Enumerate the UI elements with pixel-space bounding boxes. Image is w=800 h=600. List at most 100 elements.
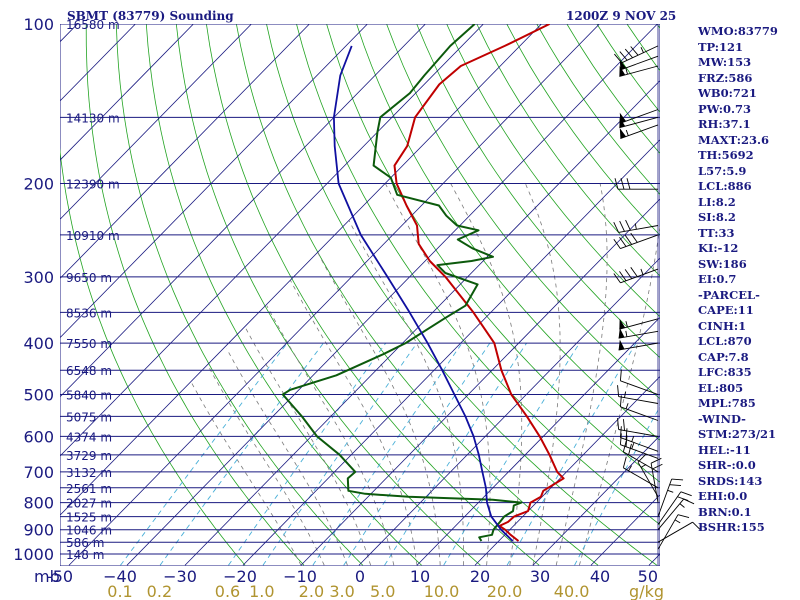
wind-barb xyxy=(619,426,659,452)
isotherm xyxy=(300,198,660,566)
dry-adiabat xyxy=(356,24,660,441)
wind-barb xyxy=(614,45,659,64)
wind-barb xyxy=(619,318,659,330)
stat-item: EI:0.7 xyxy=(698,272,737,286)
mixing-ratio-label: 0.6 xyxy=(215,582,240,600)
stat-item: CAPE:11 xyxy=(698,303,754,317)
dry-adiabat xyxy=(416,24,660,359)
isotherm xyxy=(60,24,542,516)
stat-item: TP:121 xyxy=(698,39,744,54)
isotherm xyxy=(184,79,660,566)
stat-item: L57:5.9 xyxy=(698,163,747,178)
wind-barb xyxy=(622,456,659,489)
stat-item: SRDS:143 xyxy=(698,473,763,488)
height-label: 148 m xyxy=(66,548,104,562)
temperature-tick-label: 20 xyxy=(470,567,490,586)
isotherm xyxy=(358,257,660,566)
moist-adiabat xyxy=(226,348,348,566)
mixing-ratio-label: 5.0 xyxy=(370,582,395,600)
temperature-tick-label: 40 xyxy=(590,567,610,586)
height-label: 7550 m xyxy=(66,337,112,351)
mixing-ratio-label: 40.0 xyxy=(554,582,590,600)
dry-adiabat xyxy=(145,24,422,566)
wind-barbs xyxy=(613,24,702,566)
height-label: 5075 m xyxy=(66,410,112,424)
moist-adiabat xyxy=(525,183,561,566)
mixing-ratio-label: 0.1 xyxy=(107,582,132,600)
wind-barb xyxy=(618,339,659,351)
moist-adiabat xyxy=(317,252,441,566)
stat-item: SHR-:0.0 xyxy=(698,458,756,472)
dry-adiabat xyxy=(296,24,660,526)
temperature-trace xyxy=(393,24,565,542)
wind-barb xyxy=(657,478,684,517)
dry-adiabat xyxy=(60,147,246,566)
sounding-datetime: 1200Z 9 NOV 25 xyxy=(566,9,677,23)
height-label: 2027 m xyxy=(66,497,112,511)
wind-barb xyxy=(618,327,659,339)
pressure-tick-label: 400 xyxy=(23,334,54,353)
stat-item: KI:-12 xyxy=(698,241,739,255)
stat-item: LI:8.2 xyxy=(698,194,736,209)
dry-adiabat xyxy=(326,24,660,483)
pressure-tick-label: 600 xyxy=(23,427,54,446)
stat-item: MAXT:23.6 xyxy=(698,132,769,147)
pressure-tick-label: 200 xyxy=(23,175,54,194)
dry-adiabat xyxy=(777,24,800,565)
stat-item: EL:805 xyxy=(698,380,744,395)
dry-adiabat xyxy=(115,24,363,566)
height-label: 586 m xyxy=(66,536,104,550)
temperature-tick-label: 50 xyxy=(638,567,658,586)
wind-barb xyxy=(637,453,659,498)
temperature-tick-label: −40 xyxy=(103,567,137,586)
isotherm xyxy=(60,24,426,398)
stat-item: MPL:785 xyxy=(698,396,756,410)
stat-item: -WIND- xyxy=(698,411,746,426)
wind-barb xyxy=(657,514,690,550)
moist-adiabat xyxy=(266,305,395,566)
stat-item: STM:273/21 xyxy=(698,427,777,441)
wind-barb xyxy=(613,267,659,284)
stat-item: MW:153 xyxy=(698,55,752,69)
stat-item: TH:5692 xyxy=(698,148,754,162)
stat-item: SI:8.2 xyxy=(698,210,736,224)
dry-adiabat xyxy=(476,24,660,277)
height-label: 16580 m xyxy=(66,18,120,32)
temperature-tick-label: −30 xyxy=(163,567,197,586)
height-label: 3729 m xyxy=(66,449,112,463)
plot-frame xyxy=(60,24,660,566)
isotherm xyxy=(60,24,310,280)
moist-adiabat xyxy=(191,382,302,566)
wind-barb xyxy=(657,491,692,525)
stat-item: LFC:835 xyxy=(698,365,752,379)
mixing-ratio-line xyxy=(443,342,580,566)
height-label: 12390 m xyxy=(66,178,120,192)
mixing-ratio-line xyxy=(506,342,637,566)
dry-adiabat xyxy=(175,24,481,566)
stat-item: WMO:83779 xyxy=(698,24,778,38)
stat-item: SW:186 xyxy=(698,256,747,271)
mixing-ratio-line xyxy=(159,342,324,566)
mixing-ratio-line xyxy=(120,342,288,566)
stat-item: PW:0.73 xyxy=(698,101,752,116)
stat-item: HEL:-11 xyxy=(698,442,751,457)
grid-layer xyxy=(60,24,800,566)
temperature-tick-label: 0 xyxy=(355,567,365,586)
mixing-ratio-line xyxy=(574,405,660,566)
height-label: 8536 m xyxy=(66,306,112,320)
mixing-ratio-label: 0.2 xyxy=(147,582,172,600)
parcel-trace xyxy=(333,45,514,542)
temperature-tick-label: 10 xyxy=(410,567,430,586)
pressure-tick-label: 500 xyxy=(23,385,54,404)
dry-adiabat xyxy=(206,24,540,566)
dry-adiabat xyxy=(85,24,305,566)
wind-barb xyxy=(617,385,659,404)
wind-barb xyxy=(614,178,658,190)
mixing-ratio-line xyxy=(228,342,387,566)
height-label: 4374 m xyxy=(66,430,112,444)
wind-barb xyxy=(619,433,659,459)
stat-item: -PARCEL- xyxy=(698,287,760,302)
mixing-ratio-line xyxy=(262,342,418,566)
stat-item: TT:33 xyxy=(698,225,735,240)
